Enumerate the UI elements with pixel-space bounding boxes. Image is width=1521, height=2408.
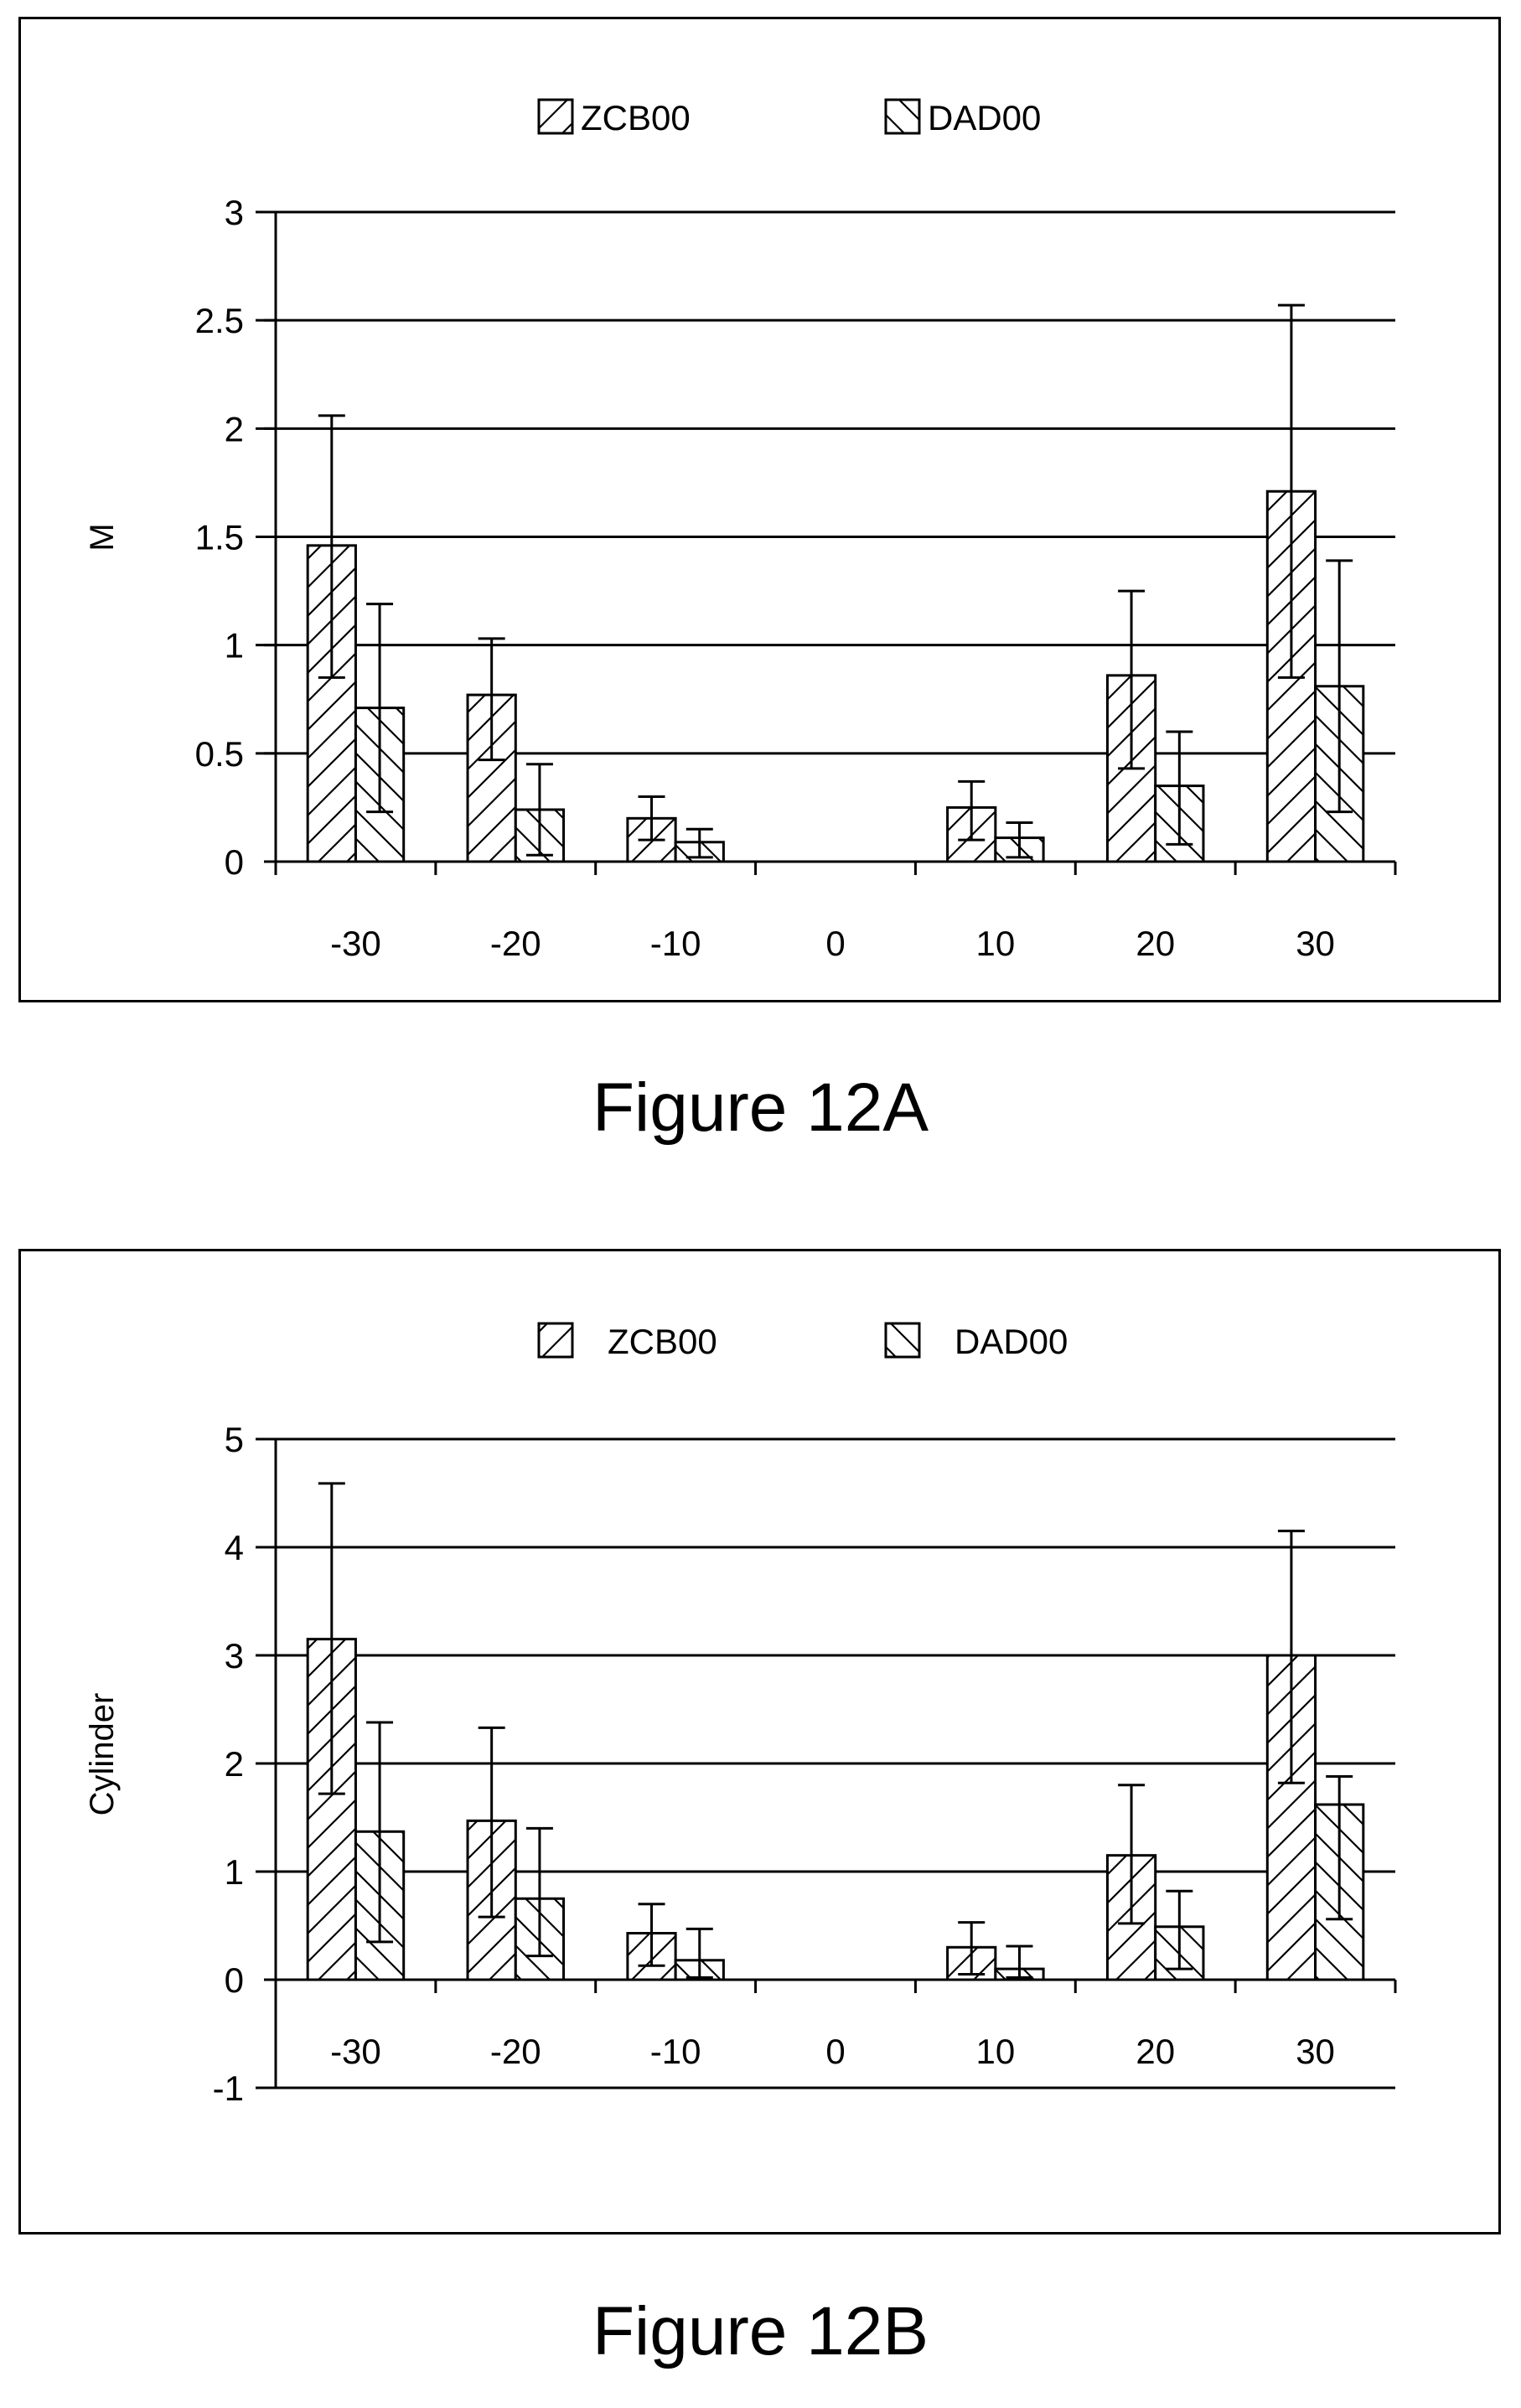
y-tick-label: 2 xyxy=(225,409,244,448)
x-tick-label: 30 xyxy=(1296,924,1335,963)
x-tick-label: -10 xyxy=(650,924,701,963)
y-tick-label: 1 xyxy=(225,1852,244,1892)
x-tick-label: -30 xyxy=(330,2032,381,2071)
legend-label-zcb00: ZCB00 xyxy=(581,98,691,137)
y-tick-label: 1.5 xyxy=(195,518,244,557)
y-tick-label: -1 xyxy=(213,2069,244,2108)
y-tick-label: 0 xyxy=(225,842,244,882)
legend-swatch-zcb00 xyxy=(537,1322,574,1359)
x-tick-label: -20 xyxy=(490,924,541,963)
legend-label-dad00: DAD00 xyxy=(955,1322,1068,1361)
x-tick-label: 20 xyxy=(1136,924,1175,963)
figure-caption-12a: Figure 12A xyxy=(592,1069,929,1146)
legend-label-dad00: DAD00 xyxy=(928,98,1041,137)
legend-swatch-zcb00 xyxy=(537,98,574,135)
x-tick-label: 0 xyxy=(825,2032,845,2071)
legend-swatch-dad00 xyxy=(884,1322,921,1359)
y-tick-label: 4 xyxy=(225,1528,244,1567)
y-tick-label: 3 xyxy=(225,193,244,232)
y-tick-label: 2 xyxy=(225,1744,244,1784)
x-tick-label: 30 xyxy=(1296,2032,1335,2071)
y-tick-label: 0 xyxy=(225,1960,244,2000)
y-axis-label: Cylinder xyxy=(84,1693,121,1816)
legend-label-zcb00: ZCB00 xyxy=(608,1322,717,1361)
figure-caption-12b: Figure 12B xyxy=(592,2293,929,2369)
legend-swatch-dad00 xyxy=(884,98,921,135)
x-tick-label: 10 xyxy=(975,2032,1015,2071)
chart-panel-12b: -1 0 1 2 3 4 5 -30 -20 -10 0 10 20 30 Cylinder ZCB00 DAD… xyxy=(18,1249,1501,2235)
x-tick-label: 0 xyxy=(825,924,845,963)
x-tick-label: -10 xyxy=(650,2032,701,2071)
y-tick-label: 1 xyxy=(225,626,244,665)
y-tick-label: 3 xyxy=(225,1636,244,1675)
chart-panel-12a: 0 0.5 1 1.5 2 2.5 3 -30 -20 -10 0 10 20 30 M ZCB00 DAD00 xyxy=(18,17,1501,1002)
x-tick-label: 20 xyxy=(1136,2032,1175,2071)
chart-12a: 0 0.5 1 1.5 2 2.5 3 -30 -20 -10 0 10 20 30 M ZCB00 DAD00 xyxy=(84,98,1397,963)
x-tick-label: 10 xyxy=(975,924,1015,963)
y-tick-label: 0.5 xyxy=(195,734,244,774)
y-tick-label: 5 xyxy=(225,1420,244,1459)
x-tick-label: -20 xyxy=(490,2032,541,2071)
x-tick-label: -30 xyxy=(330,924,381,963)
y-axis-label: M xyxy=(84,523,121,551)
y-tick-label: 2.5 xyxy=(195,301,244,340)
